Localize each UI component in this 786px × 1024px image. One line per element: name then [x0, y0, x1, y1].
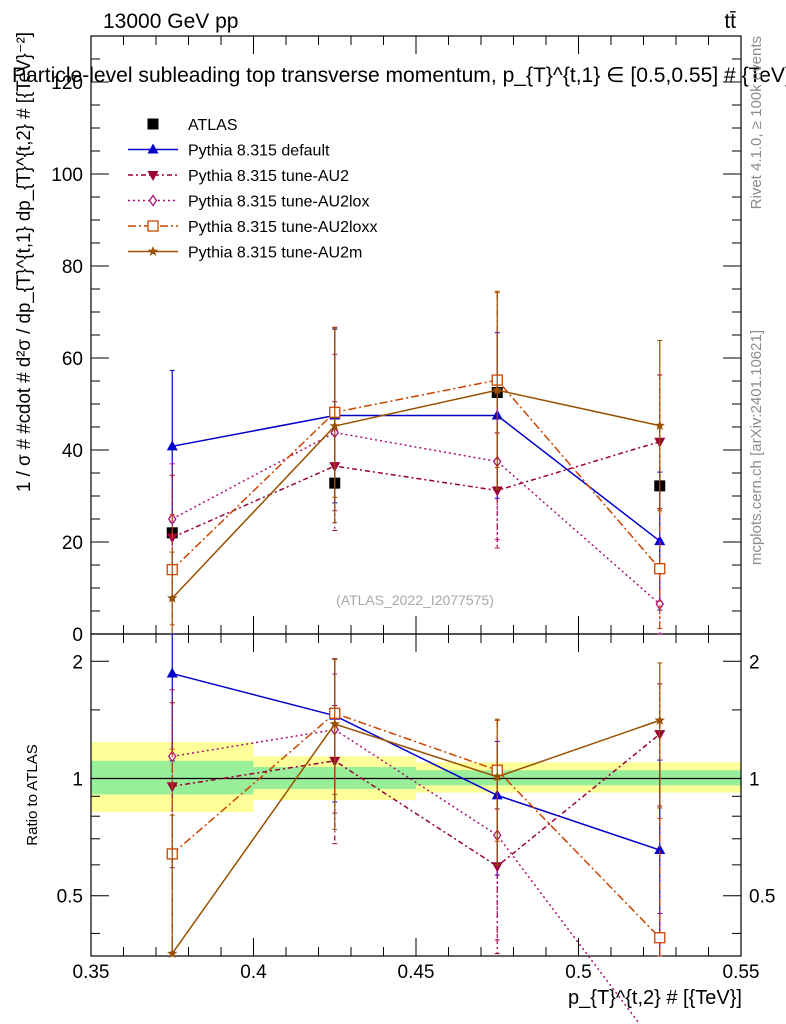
- ratio-y-tick-label-right: 1: [749, 769, 760, 790]
- legend-entry-atlas: ATLAS: [147, 117, 238, 134]
- main-y-axis-label: 1 / σ # #cdot # d²σ / dp_{T}^{t,1} dp_{T…: [14, 32, 35, 492]
- legend-label: Pythia 8.315 tune-AU2lox: [188, 194, 369, 211]
- ratio-line-pythia-8-315-tune-au2loxx: [171, 712, 661, 939]
- main-line-pythia-8-315-tune-au2loxx: [171, 379, 661, 571]
- ratio-series-pythia-8-315-tune-au2m: [167, 659, 665, 959]
- main-y-tick-label: 100: [51, 165, 83, 186]
- ratio-line-pythia-8-315-tune-au2lox: [172, 728, 641, 1024]
- legend-marker: [147, 118, 159, 130]
- ratio-point: [654, 714, 665, 725]
- ratio-y-tick-label: 2: [72, 652, 83, 673]
- ratio-band-inner-2: [416, 770, 741, 786]
- ratio-point: [166, 667, 178, 678]
- main-y-tick-label: 40: [62, 441, 83, 462]
- legend-entry-pythia-8-315-tune-au2: Pythia 8.315 tune-AU2: [128, 168, 349, 185]
- main-y-tick-label: 80: [62, 257, 83, 278]
- process-label: tt̄: [724, 10, 736, 33]
- x-tick-label: 0.35: [73, 962, 110, 983]
- main-series-pythia-8-315-tune-au2m: [167, 290, 665, 635]
- ratio-y-tick-label-right: 2: [749, 652, 760, 673]
- x-tick-label: 0.55: [723, 962, 760, 983]
- ratio-line-pythia-8-315-default: [172, 672, 660, 851]
- x-tick-label: 0.4: [240, 962, 267, 983]
- energy-label: 13000 GeV pp: [103, 10, 238, 33]
- ratio-point: [654, 844, 666, 855]
- ratio-y-tick-label-right: 0.5: [749, 887, 775, 908]
- ratio-point: [492, 771, 503, 782]
- ratio-line-pythia-8-315-tune-au2: [172, 733, 661, 868]
- legend-marker: [147, 220, 159, 232]
- main-point: [492, 384, 503, 395]
- legend-marker: [148, 194, 158, 207]
- ratio-point: [654, 932, 666, 944]
- legend-label: Pythia 8.315 default: [188, 143, 330, 160]
- legend: ATLAS Pythia 8.315 default Pythia 8.315 tu…: [128, 117, 377, 262]
- legend-entry-pythia-8-315-tune-au2lox: Pythia 8.315 tune-AU2lox: [128, 194, 369, 211]
- main-series-group: [166, 290, 666, 635]
- chart-title: Particle-level subleading top transverse…: [12, 64, 786, 87]
- main-line-pythia-8-315-tune-au2m: [171, 389, 660, 599]
- ratio-y-tick-label: 0.5: [57, 887, 83, 908]
- main-y-tick-label: 120: [51, 73, 83, 94]
- legend-label: Pythia 8.315 tune-AU2m: [188, 245, 362, 262]
- main-y-tick-label: 60: [62, 349, 83, 370]
- ratio-line-pythia-8-315-tune-au2m: [171, 719, 660, 955]
- main-point: [654, 563, 666, 575]
- side-label-top: Rivet 4.1.0, ≥ 100k events: [748, 36, 765, 209]
- ratio-y-axis-label: Ratio to ATLAS: [24, 744, 41, 845]
- legend-label: Pythia 8.315 tune-AU2loxx: [188, 219, 377, 236]
- side-label-bottom: mcplots.cern.ch [arXiv:2401.10621]: [748, 330, 765, 565]
- main-point: [654, 535, 666, 546]
- legend-marker: [147, 143, 159, 154]
- main-point: [167, 592, 178, 603]
- main-y-tick-label: 20: [62, 533, 83, 554]
- ratio-series-group: [166, 633, 666, 1024]
- x-axis-label: p_{T}^{t,2} # [{TeV}]: [568, 987, 742, 1009]
- legend-label: ATLAS: [188, 117, 238, 134]
- x-tick-label: 0.45: [398, 962, 435, 983]
- main-point: [654, 420, 665, 431]
- watermark: (ATLAS_2022_I2077575): [336, 592, 494, 608]
- legend-marker: [147, 246, 159, 256]
- main-point: [329, 420, 340, 431]
- ratio-y-tick-label: 1: [72, 769, 83, 790]
- ratio-point: [329, 718, 340, 729]
- main-line-pythia-8-315-tune-au2lox: [171, 431, 661, 605]
- main-y-tick-label: 0: [72, 625, 83, 646]
- legend-marker: [147, 171, 159, 181]
- legend-entry-pythia-8-315-tune-au2loxx: Pythia 8.315 tune-AU2loxx: [128, 219, 377, 236]
- main-line-pythia-8-315-default: [172, 414, 661, 542]
- main-point: [166, 440, 178, 451]
- legend-label: Pythia 8.315 tune-AU2: [188, 168, 349, 185]
- legend-entry-pythia-8-315-tune-au2m: Pythia 8.315 tune-AU2m: [128, 245, 362, 262]
- legend-entry-pythia-8-315-default: Pythia 8.315 default: [128, 143, 330, 160]
- x-tick-label: 0.5: [565, 962, 591, 983]
- main-point: [491, 486, 503, 497]
- ratio-point: [167, 948, 178, 959]
